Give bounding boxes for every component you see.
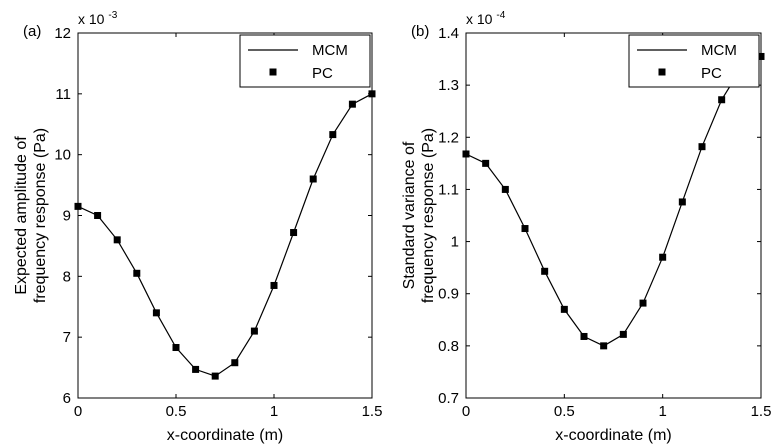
y-tick-label: 1.1 (438, 181, 459, 198)
x-tick-label: 1 (658, 403, 666, 420)
x-tick-label: 1.5 (751, 403, 772, 420)
data-point-pc (678, 198, 686, 206)
y-tick-label: 6 (63, 390, 71, 407)
legend-label: PC (312, 65, 333, 82)
legend-box (628, 34, 760, 88)
plot-area (77, 32, 373, 399)
x-tick-label: 0.5 (554, 403, 575, 420)
y-tick-label: 1.4 (438, 25, 459, 42)
y-tick-label: 1 (451, 234, 459, 251)
data-point-pc (133, 269, 141, 277)
legend-label: PC (701, 65, 722, 82)
data-point-pc (718, 96, 726, 104)
data-point-pc (270, 281, 278, 289)
data-point-pc (172, 344, 180, 352)
panel-label: (a) (23, 23, 41, 40)
x-axis-label: x-coordinate (m) (555, 427, 671, 444)
legend-box (239, 34, 371, 88)
y-tick-label: 12 (54, 25, 71, 42)
y-tick-label: 1.3 (438, 77, 459, 94)
data-point-pc (348, 100, 356, 108)
axis-exponent-label: x 10 -3 (78, 10, 118, 27)
data-point-pc (462, 150, 470, 158)
x-tick-label: 0 (74, 403, 82, 420)
data-point-pc (757, 52, 765, 60)
plot-area (465, 32, 762, 399)
data-point-pc (659, 253, 667, 261)
y-tick-label: 11 (55, 86, 71, 103)
data-point-pc (152, 309, 160, 317)
data-point-pc (501, 185, 509, 193)
legend-marker-swatch (658, 68, 666, 76)
y-tick-label: 1.2 (438, 129, 459, 146)
y-tick-label: 9 (63, 208, 71, 225)
data-point-pc (698, 143, 706, 151)
x-tick-label: 1.5 (362, 403, 383, 420)
data-point-pc (290, 229, 298, 237)
panel-label: (b) (411, 23, 429, 40)
data-point-pc (94, 212, 102, 219)
chart-panel-a: 0 0.5 1 1.5 6 7 8 9 10 11 12 x 10 -3 (a) x-coordinate… (13, 10, 382, 444)
data-point-pc (521, 225, 529, 233)
series-line-mcm (77, 93, 373, 377)
x-tick-label: 0.5 (166, 403, 187, 420)
y-tick-label: 0.8 (438, 338, 459, 355)
y-tick-label: 7 (63, 329, 71, 346)
x-tick-label: 1 (270, 403, 278, 420)
y-axis-label: Expected amplitude of frequency response … (13, 128, 49, 303)
y-axis-label: Standard variance of frequency response (… (401, 128, 437, 303)
data-point-pc (541, 267, 549, 275)
legend-label: MCM (701, 42, 737, 59)
y-tick-label: 0.7 (438, 390, 459, 407)
data-point-pc (580, 332, 588, 340)
x-tick-label: 0 (462, 403, 470, 420)
data-point-pc (309, 175, 317, 183)
data-point-pc (211, 372, 219, 380)
data-point-pc (231, 359, 239, 367)
data-point-pc (560, 305, 568, 313)
data-point-pc (368, 90, 376, 98)
legend-label: MCM (312, 42, 348, 59)
y-tick-label: 0.9 (438, 286, 459, 303)
data-point-pc (482, 159, 490, 167)
data-point-pc (192, 365, 200, 373)
axis-exponent-label: x 10 -4 (466, 10, 506, 27)
legend-marker-swatch (269, 68, 277, 76)
data-point-pc (74, 202, 82, 210)
data-point-pc (329, 131, 337, 139)
data-point-pc (600, 342, 608, 350)
data-point-pc (639, 299, 647, 307)
x-axis-label: x-coordinate (m) (167, 427, 283, 444)
chart-panel-b: 0 0.5 1 1.5 0.7 0.8 0.9 1 1.1 1.2 1.3 1.4 x 10 -4 (b)… (401, 10, 771, 444)
series-line-mcm (465, 55, 762, 347)
data-point-pc (619, 330, 627, 338)
y-tick-label: 8 (63, 268, 71, 285)
data-point-pc (113, 236, 121, 244)
y-tick-label: 10 (54, 147, 71, 164)
data-point-pc (250, 327, 258, 335)
